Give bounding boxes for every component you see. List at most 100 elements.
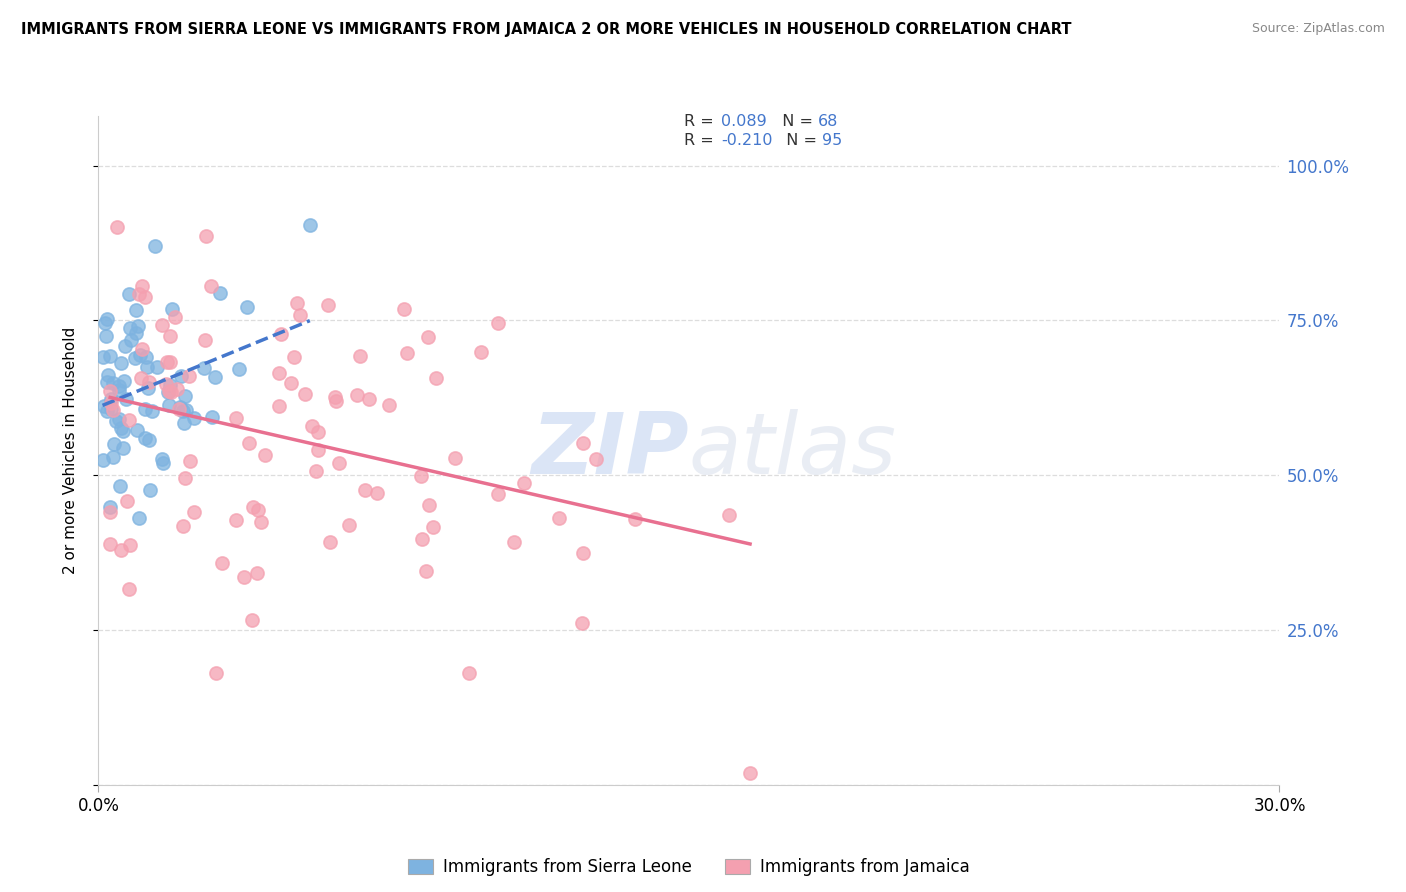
Point xyxy=(118,413,141,427)
Point xyxy=(325,394,347,409)
Point xyxy=(101,450,124,465)
Point xyxy=(100,401,122,416)
Point xyxy=(174,389,197,403)
Point xyxy=(155,376,177,391)
Point xyxy=(169,402,191,417)
Point xyxy=(247,503,270,517)
Point xyxy=(134,290,156,304)
Point xyxy=(139,483,162,497)
Point xyxy=(298,218,321,232)
Point xyxy=(152,456,174,470)
Point xyxy=(97,368,120,383)
Point xyxy=(136,381,159,395)
Point xyxy=(392,302,415,317)
Point xyxy=(111,441,134,455)
Point xyxy=(280,376,302,390)
Text: Source: ZipAtlas.com: Source: ZipAtlas.com xyxy=(1251,22,1385,36)
Point xyxy=(422,520,444,534)
Point xyxy=(738,765,761,780)
Point xyxy=(572,435,595,450)
Point xyxy=(136,360,159,375)
Text: 0.089: 0.089 xyxy=(721,114,766,128)
Point xyxy=(110,356,132,370)
Point xyxy=(174,471,197,485)
Point xyxy=(233,570,256,584)
Point xyxy=(157,384,180,398)
Point xyxy=(112,424,135,438)
Point xyxy=(183,411,205,425)
Text: N =: N = xyxy=(776,133,823,148)
Point xyxy=(267,399,290,413)
Point xyxy=(246,566,269,581)
Point xyxy=(366,486,388,500)
Point xyxy=(409,469,432,483)
Point xyxy=(249,515,271,529)
Point xyxy=(156,385,179,400)
Point xyxy=(204,370,226,384)
Point xyxy=(242,500,264,515)
Point xyxy=(193,360,215,375)
Point xyxy=(354,483,377,498)
Point xyxy=(285,296,308,310)
Point xyxy=(125,302,148,317)
Point xyxy=(103,436,125,450)
Point xyxy=(228,362,250,376)
Point xyxy=(131,343,153,357)
Point xyxy=(128,287,150,301)
Point xyxy=(115,392,138,407)
Point xyxy=(305,464,328,478)
Point xyxy=(150,318,173,332)
Point xyxy=(101,376,124,390)
Point xyxy=(143,239,166,253)
Point xyxy=(134,431,156,445)
Point xyxy=(157,398,180,412)
Point xyxy=(173,416,195,430)
Point xyxy=(194,334,217,348)
Point xyxy=(211,556,233,570)
Point xyxy=(166,383,188,397)
Point xyxy=(415,564,437,578)
Point xyxy=(128,510,150,524)
Point xyxy=(101,403,124,417)
Point xyxy=(108,412,131,426)
Point xyxy=(118,287,141,301)
Point xyxy=(177,368,200,383)
Point xyxy=(267,366,290,380)
Point xyxy=(118,320,141,334)
Text: 95: 95 xyxy=(823,133,842,148)
Y-axis label: 2 or more Vehicles in Household: 2 or more Vehicles in Household xyxy=(63,326,77,574)
Point xyxy=(200,279,222,293)
Point xyxy=(457,665,479,680)
Text: R =: R = xyxy=(685,114,718,128)
Point xyxy=(283,350,305,364)
Legend: Immigrants from Sierra Leone, Immigrants from Jamaica: Immigrants from Sierra Leone, Immigrants… xyxy=(399,850,979,885)
Point xyxy=(98,537,121,551)
Point xyxy=(108,479,131,493)
Point xyxy=(444,451,467,466)
Point xyxy=(107,383,129,397)
Text: atlas: atlas xyxy=(689,409,897,492)
Point xyxy=(396,345,419,359)
Point xyxy=(96,376,118,390)
Point xyxy=(128,348,150,362)
Point xyxy=(141,403,163,417)
Point xyxy=(138,375,160,389)
Point xyxy=(513,475,536,490)
Point xyxy=(160,301,183,316)
Point xyxy=(411,532,433,546)
Point xyxy=(346,388,368,402)
Point xyxy=(179,454,201,468)
Point xyxy=(378,398,401,412)
Point xyxy=(127,423,149,437)
Point xyxy=(288,308,311,322)
Point xyxy=(100,396,122,410)
Point xyxy=(425,371,447,385)
Point xyxy=(488,316,510,330)
Point xyxy=(205,665,228,680)
Point xyxy=(96,328,118,343)
Point xyxy=(418,499,440,513)
Point xyxy=(172,519,194,533)
Point xyxy=(159,329,181,343)
Point xyxy=(174,403,197,417)
Point xyxy=(134,402,156,417)
